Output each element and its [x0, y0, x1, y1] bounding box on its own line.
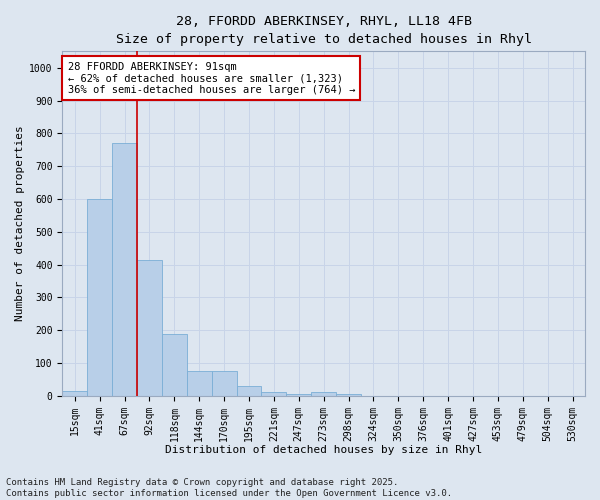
Title: 28, FFORDD ABERKINSEY, RHYL, LL18 4FB
Size of property relative to detached hous: 28, FFORDD ABERKINSEY, RHYL, LL18 4FB Si… — [116, 15, 532, 46]
Bar — [87, 199, 112, 396]
Y-axis label: Number of detached properties: Number of detached properties — [15, 126, 25, 322]
Bar — [137, 260, 162, 396]
Bar — [162, 334, 187, 396]
Bar — [62, 391, 87, 396]
X-axis label: Distribution of detached houses by size in Rhyl: Distribution of detached houses by size … — [165, 445, 482, 455]
Text: Contains HM Land Registry data © Crown copyright and database right 2025.
Contai: Contains HM Land Registry data © Crown c… — [6, 478, 452, 498]
Bar — [212, 372, 236, 396]
Bar — [187, 372, 212, 396]
Bar — [262, 392, 286, 396]
Bar — [286, 394, 311, 396]
Bar — [112, 143, 137, 396]
Bar — [311, 392, 336, 396]
Bar — [336, 394, 361, 396]
Bar — [236, 386, 262, 396]
Text: 28 FFORDD ABERKINSEY: 91sqm
← 62% of detached houses are smaller (1,323)
36% of : 28 FFORDD ABERKINSEY: 91sqm ← 62% of det… — [68, 62, 355, 95]
